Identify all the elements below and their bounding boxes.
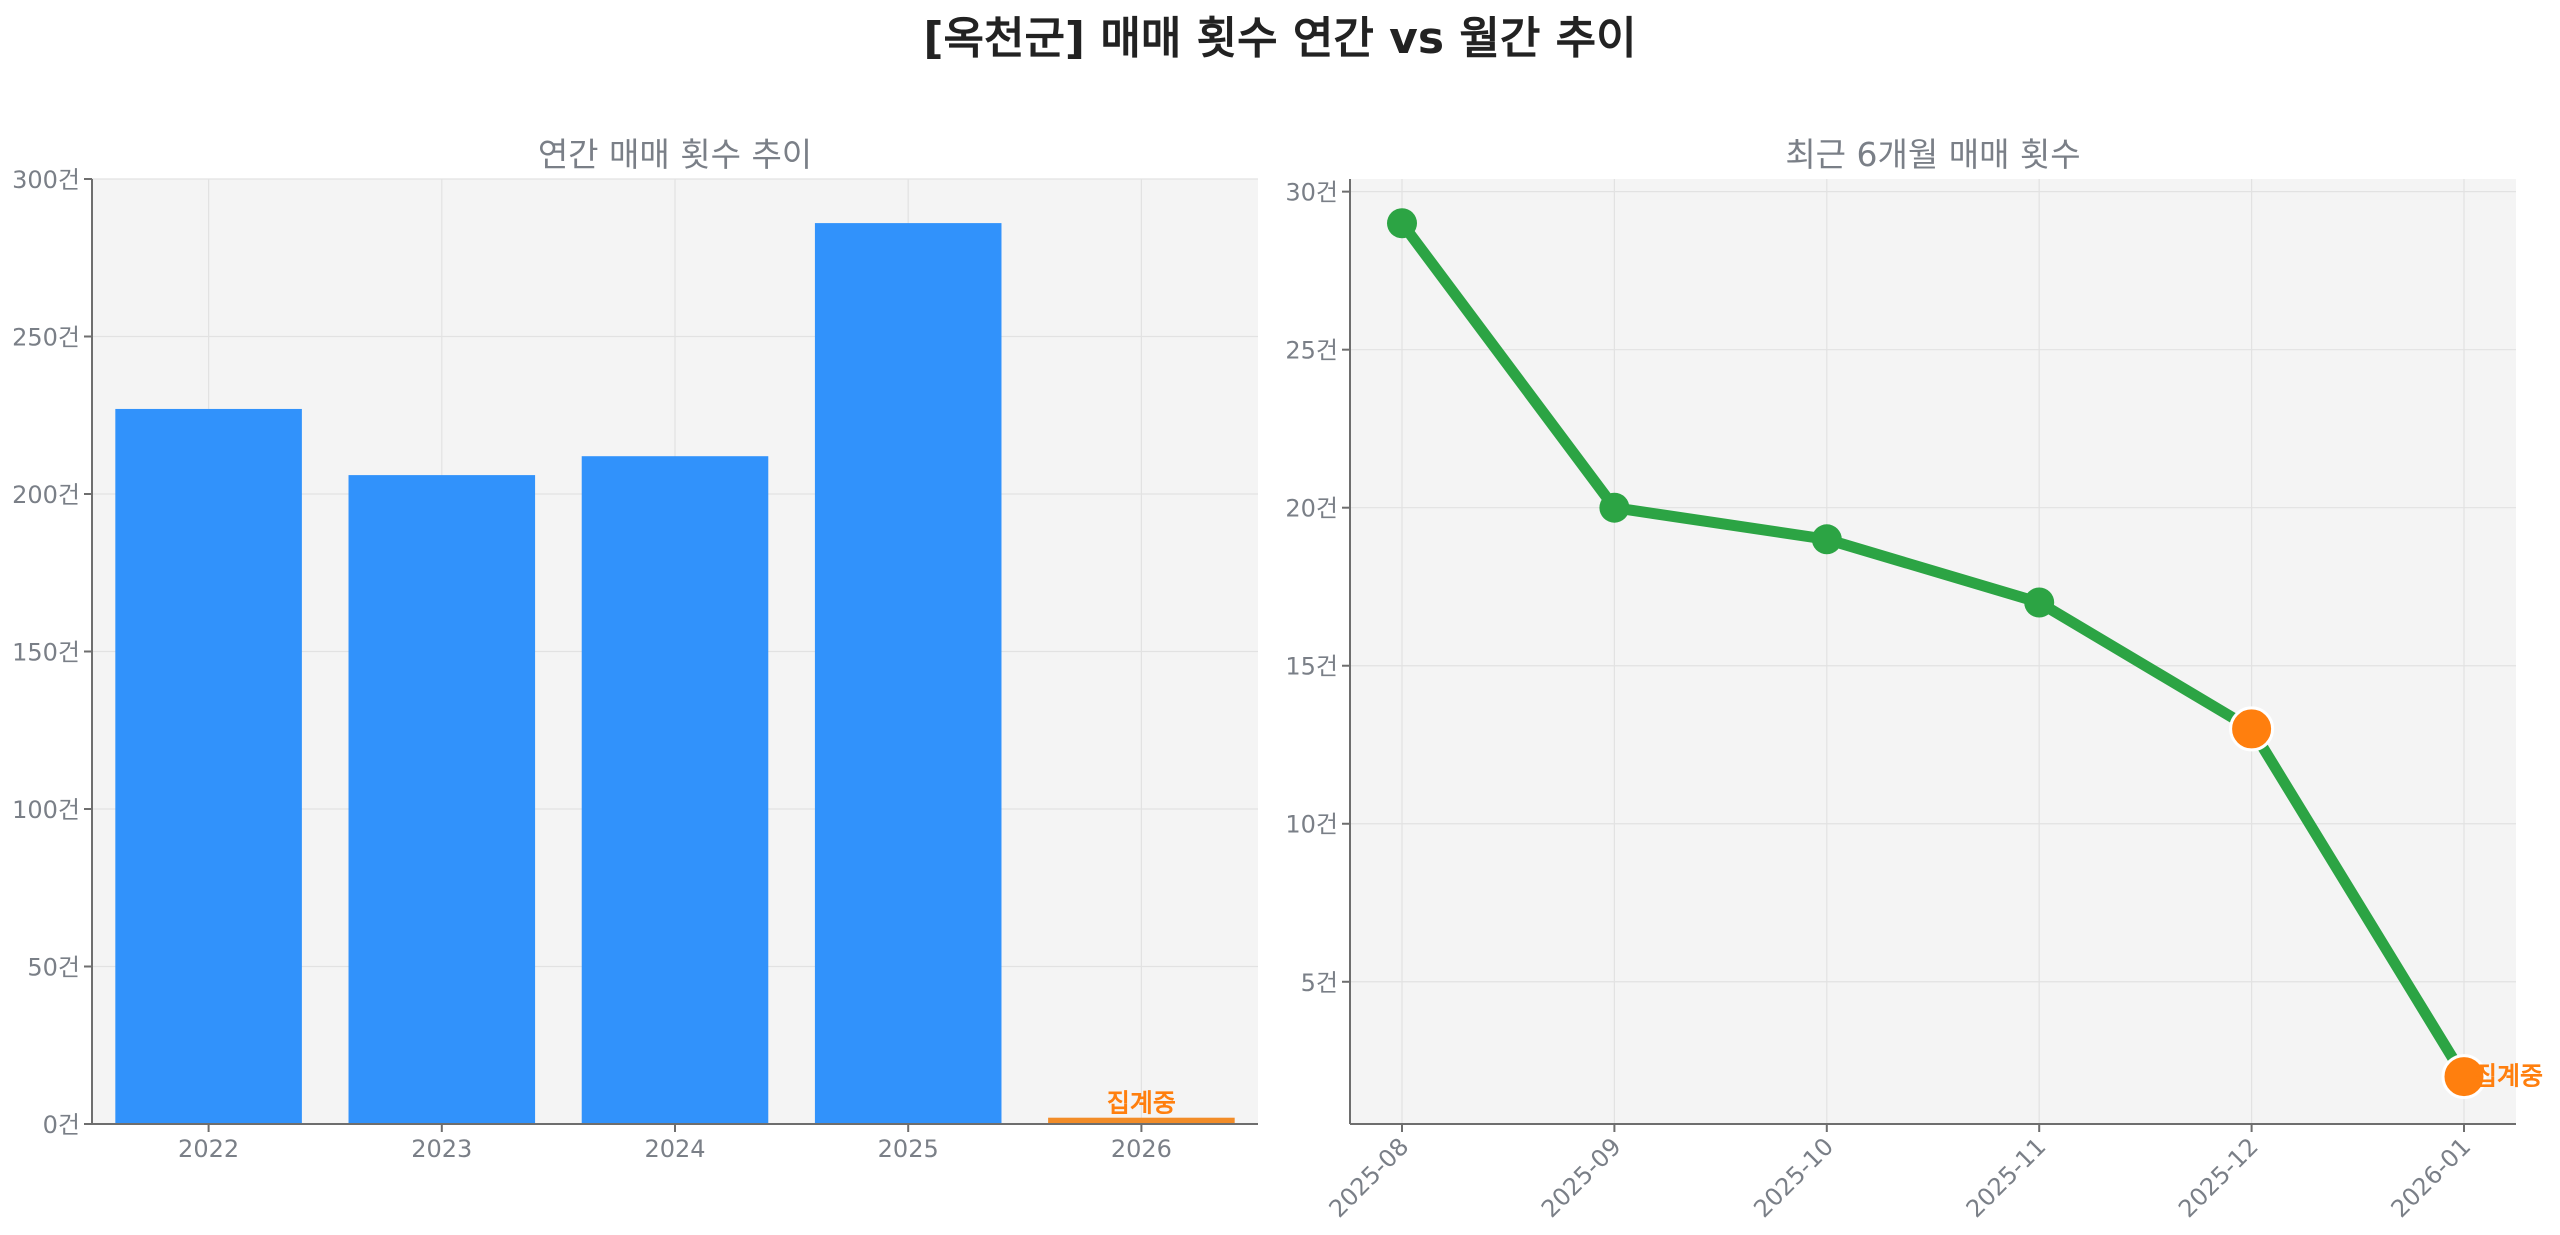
bar-2025 [814,223,1002,1125]
bar-2026 [1048,1117,1235,1124]
x-tick-label: 2025-12 [2173,1132,2264,1223]
x-tick-label: 2022 [178,1135,239,1163]
bar-2023 [348,475,536,1125]
x-tick-label: 2025-10 [1748,1132,1839,1223]
y-tick-label: 300건 [12,166,80,194]
y-tick-label: 15건 [1285,653,1338,681]
data-point-2025-09 [1599,492,1630,523]
y-tick-label: 5건 [1301,969,1338,997]
highlight-point-2026-01 [2441,1054,2487,1100]
monthly-line-chart: 최근 6개월 매매 횟수 5건 10건 15건 20건 25건 30건 2025-08 2025… [1285,135,2543,1223]
y-tick-label: 100건 [12,796,80,824]
chart-title: 최근 6개월 매매 횟수 [1785,135,2080,174]
highlight-point-2025-12 [2229,706,2275,752]
x-tick-label: 2024 [644,1135,705,1163]
x-tick-label: 2025-08 [1324,1132,1415,1223]
bar-annotation: 집계중 [1107,1089,1176,1118]
data-point-2025-11 [2024,587,2055,618]
y-tick-label: 50건 [27,954,80,982]
point-annotation: 집계중 [2474,1062,2543,1091]
y-tick-label: 200건 [12,481,80,509]
x-tick-label: 2026 [1111,1135,1172,1163]
y-tick-label: 30건 [1285,179,1338,207]
x-tick-label: 2025-09 [1536,1132,1627,1223]
x-tick-label: 2025-11 [1961,1132,2052,1223]
y-tick-label: 10건 [1285,811,1338,839]
series-line [1396,217,2470,1083]
bar-2022 [115,408,302,1124]
data-point-2025-10 [1811,524,1842,555]
bar-2024 [581,456,769,1124]
annual-bar-chart: 연간 매매 횟수 추이 0건 50건 100건 150건 200건 250건 300건 2022… [12,135,1258,1163]
x-tick-label: 2026-01 [2386,1132,2477,1223]
y-tick-label: 0건 [43,1111,80,1139]
x-tick-label: 2023 [411,1135,472,1163]
x-tick-label: 2025 [878,1135,939,1163]
figure-title: [옥천군] 매매 횟수 연간 vs 월간 추이 [923,13,1637,64]
y-tick-label: 25건 [1285,337,1338,365]
chart-title: 연간 매매 횟수 추이 [538,135,812,174]
data-point-2025-08 [1387,208,1417,239]
y-tick-label: 250건 [12,324,80,352]
plot-area [1350,179,2516,1124]
y-tick-label: 20건 [1285,495,1338,523]
y-tick-label: 150건 [12,639,80,667]
